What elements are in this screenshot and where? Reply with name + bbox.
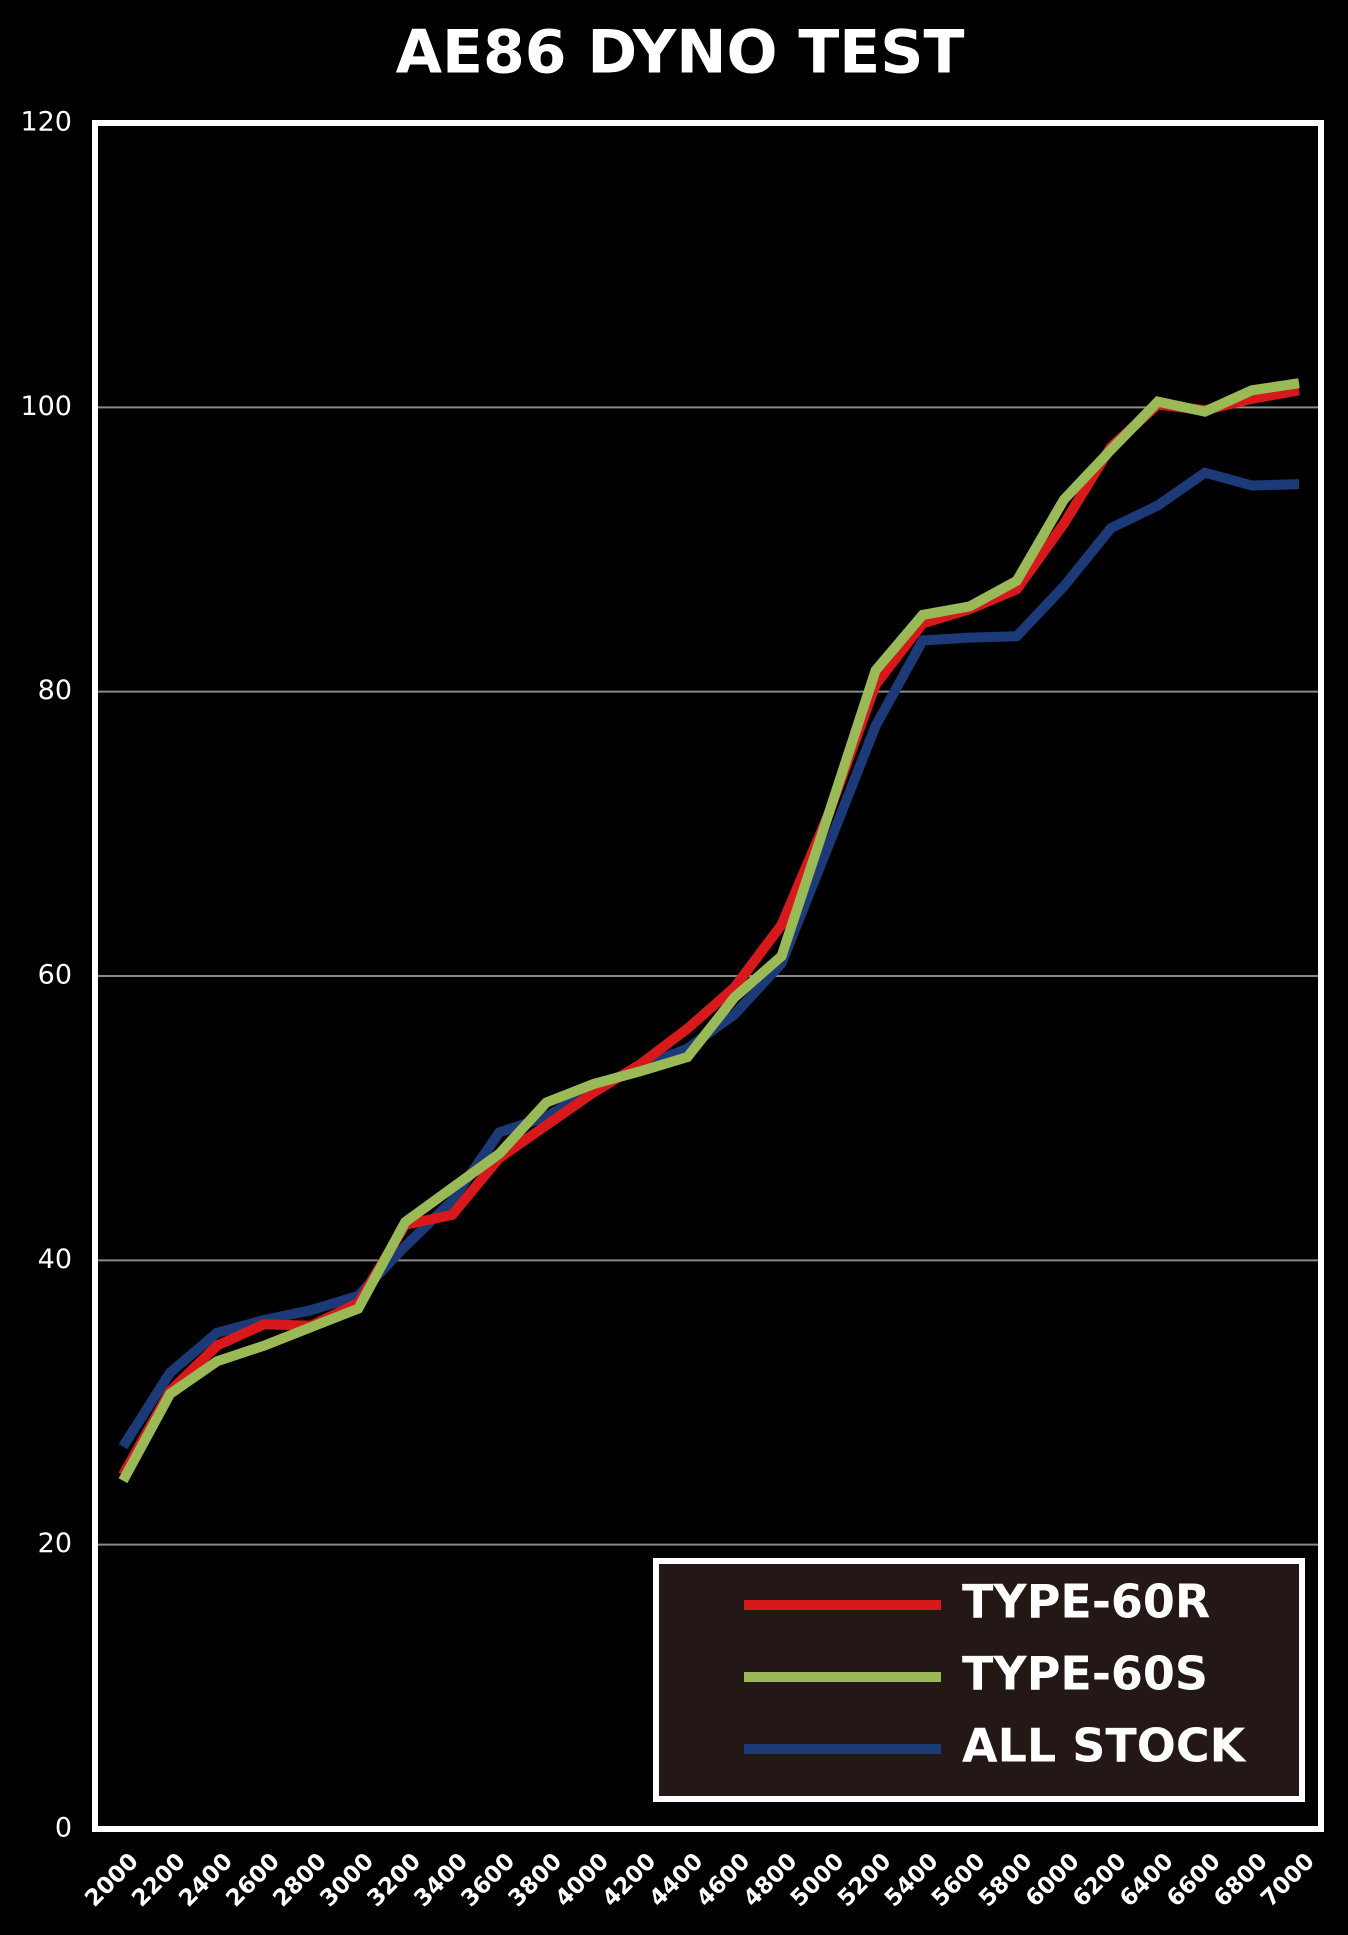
y-tick-label: 0 [55, 1813, 72, 1844]
legend-label: TYPE-60S [962, 1647, 1208, 1701]
y-tick-label: 100 [20, 391, 72, 422]
data-line [118, 378, 1300, 1484]
y-tick-label: 120 [20, 107, 72, 138]
plot-frame [92, 120, 1324, 1832]
legend-label: TYPE-60R [962, 1575, 1210, 1629]
legend-label: ALL STOCK [962, 1719, 1248, 1773]
y-tick-label: 20 [38, 1528, 72, 1559]
legend: TYPE-60R TYPE-60S ALL STOCK [653, 1558, 1305, 1802]
chart-title: AE86 DYNO TEST [396, 18, 965, 88]
y-tick-label: 80 [38, 675, 72, 706]
y-tick-label: 40 [38, 1244, 72, 1275]
y-tick-label: 60 [38, 960, 72, 991]
